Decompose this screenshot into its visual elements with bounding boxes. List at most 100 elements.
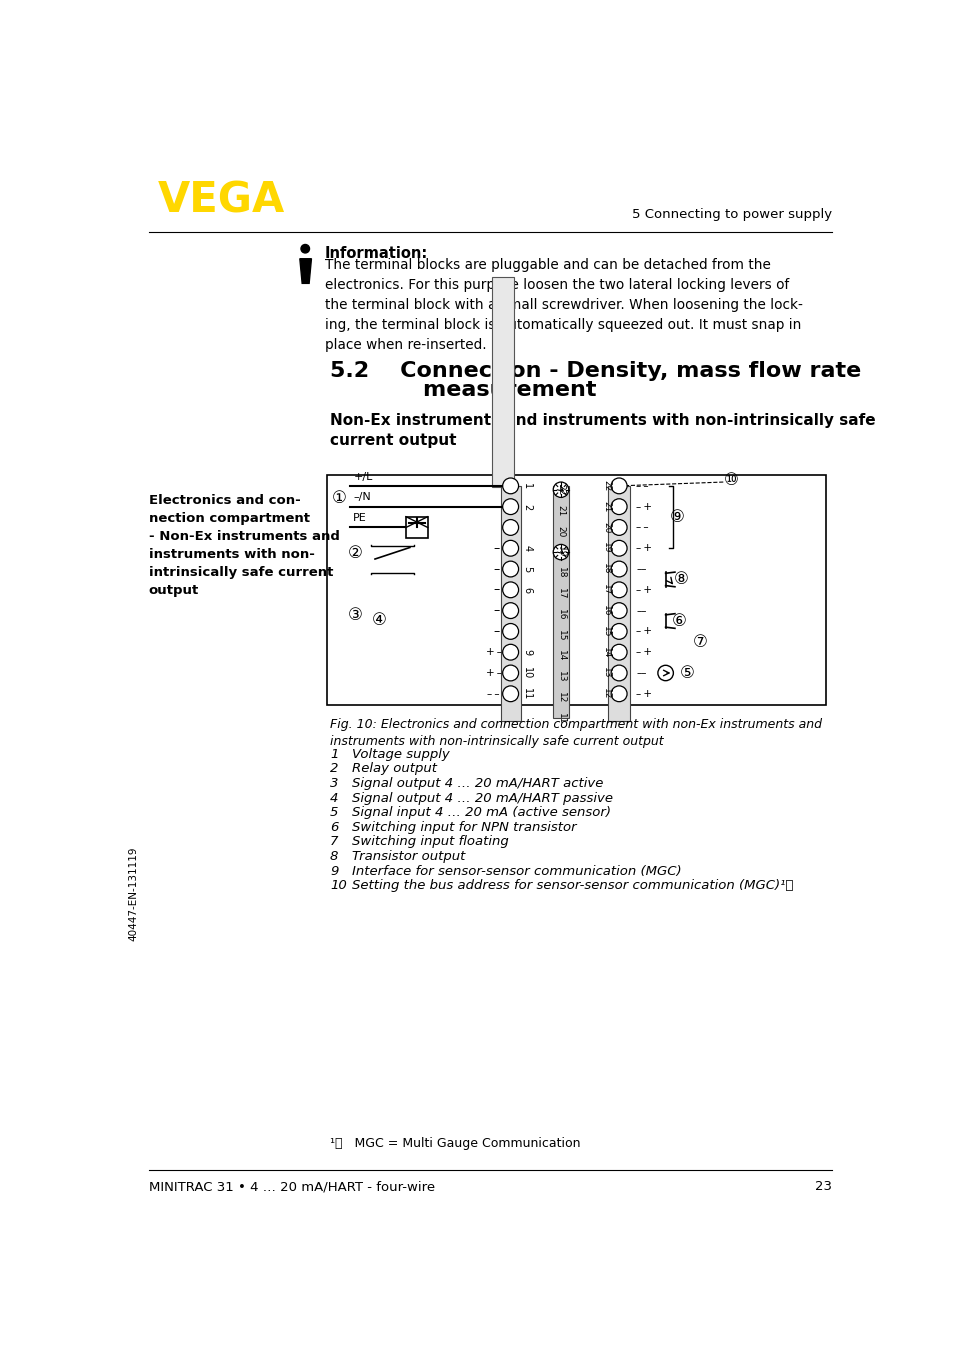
Bar [608, 486, 629, 720]
Text: 4: 4 [521, 546, 532, 551]
Text: Switching input floating: Switching input floating [352, 835, 508, 849]
Circle shape [502, 520, 518, 535]
Text: The terminal blocks are pluggable and can be detached from the
electronics. For : The terminal blocks are pluggable and ca… [324, 259, 801, 352]
Text: – –: – – [487, 689, 499, 699]
Text: 5.2    Connection - Density, mass flow rate: 5.2 Connection - Density, mass flow rate [330, 362, 861, 380]
Text: ③: ③ [348, 607, 363, 624]
Text: –/N: –/N [353, 492, 371, 502]
Text: VEGA: VEGA [158, 180, 285, 222]
Text: 2: 2 [330, 762, 338, 776]
Circle shape [611, 498, 626, 515]
Text: 5 Connecting to power supply: 5 Connecting to power supply [632, 209, 831, 221]
Text: ⑩: ⑩ [723, 471, 739, 489]
Bar [406, 517, 427, 539]
Text: MINITRAC 31 • 4 … 20 mA/HART - four-wire: MINITRAC 31 • 4 … 20 mA/HART - four-wire [149, 1181, 435, 1193]
Text: Interface for sensor-sensor communication (MGC): Interface for sensor-sensor communicatio… [352, 865, 680, 877]
Circle shape [611, 686, 626, 701]
Bar [492, 278, 513, 486]
Circle shape [502, 603, 518, 619]
Text: 6: 6 [521, 586, 532, 593]
Polygon shape [299, 259, 311, 283]
Text: 40447-EN-131119: 40447-EN-131119 [128, 846, 138, 941]
Text: 19: 19 [601, 543, 611, 554]
Text: 13: 13 [601, 668, 611, 678]
Text: 21: 21 [601, 501, 611, 512]
Text: ––: –– [636, 668, 646, 678]
Circle shape [502, 645, 518, 661]
Text: 22: 22 [556, 485, 565, 496]
Circle shape [502, 540, 518, 556]
Text: Information:: Information: [324, 245, 428, 260]
Text: measurement: measurement [330, 379, 596, 399]
Circle shape [502, 561, 518, 577]
Text: – –: – – [636, 523, 648, 532]
Text: 17: 17 [601, 584, 611, 596]
Circle shape [553, 544, 568, 559]
Text: 22: 22 [601, 481, 611, 492]
Text: 21: 21 [556, 505, 565, 516]
Text: –: – [493, 562, 499, 575]
Text: 4: 4 [330, 792, 338, 804]
Text: 11: 11 [556, 712, 565, 724]
Text: 5: 5 [521, 566, 532, 573]
Text: ①: ① [332, 489, 347, 508]
Text: + –: + – [485, 647, 501, 657]
Text: PE: PE [353, 513, 367, 523]
Circle shape [502, 623, 518, 639]
Text: 18: 18 [556, 567, 565, 578]
Text: ②: ② [348, 544, 363, 562]
Circle shape [611, 645, 626, 661]
Text: Signal input 4 … 20 mA (active sensor): Signal input 4 … 20 mA (active sensor) [352, 806, 610, 819]
Text: Electronics and con-
nection compartment
- Non-Ex instruments and
instruments wi: Electronics and con- nection compartment… [149, 494, 339, 597]
Text: Signal output 4 … 20 mA/HART passive: Signal output 4 … 20 mA/HART passive [352, 792, 612, 804]
Circle shape [611, 582, 626, 597]
Text: –: – [493, 584, 499, 596]
Text: 8: 8 [330, 850, 338, 862]
Text: 14: 14 [601, 646, 611, 658]
Text: ⑧: ⑧ [673, 570, 688, 589]
Circle shape [553, 482, 568, 497]
Circle shape [611, 665, 626, 681]
Text: Voltage supply: Voltage supply [352, 747, 449, 761]
Circle shape [611, 478, 626, 494]
Text: ¹⧸   MGC = Multi Gauge Communication: ¹⧸ MGC = Multi Gauge Communication [330, 1136, 580, 1150]
Text: Switching input for NPN transistor: Switching input for NPN transistor [352, 821, 576, 834]
Bar [553, 486, 568, 719]
Text: 9: 9 [521, 649, 532, 655]
Text: 16: 16 [556, 609, 565, 620]
Text: 19: 19 [556, 547, 565, 558]
Circle shape [502, 478, 518, 494]
Circle shape [611, 561, 626, 577]
Text: 11: 11 [521, 688, 532, 700]
Text: – +: – + [636, 689, 652, 699]
Text: 23: 23 [815, 1181, 831, 1193]
Text: 10: 10 [521, 668, 532, 680]
Text: ⑦: ⑦ [692, 632, 707, 651]
Text: 20: 20 [556, 525, 565, 538]
Text: –: – [493, 604, 499, 617]
Text: – +: – + [636, 627, 652, 636]
Text: 9: 9 [330, 865, 338, 877]
Text: 1: 1 [330, 747, 338, 761]
Text: Signal output 4 … 20 mA/HART active: Signal output 4 … 20 mA/HART active [352, 777, 602, 789]
Text: Fig. 10: Electronics and connection compartment with non-Ex instruments and
inst: Fig. 10: Electronics and connection comp… [330, 719, 821, 749]
Text: Non-Ex instruments and instruments with non-intrinsically safe
current output: Non-Ex instruments and instruments with … [330, 413, 875, 448]
Text: 7: 7 [330, 835, 338, 849]
Text: – +: – + [636, 647, 652, 657]
Text: ––: –– [636, 605, 646, 616]
Text: 14: 14 [556, 650, 565, 662]
Text: – +: – + [636, 585, 652, 594]
Text: 10: 10 [330, 879, 347, 892]
Circle shape [301, 245, 309, 253]
Text: 5: 5 [330, 806, 338, 819]
Text: + –: + – [485, 668, 501, 678]
Circle shape [611, 540, 626, 556]
Text: – +: – + [636, 543, 652, 554]
Circle shape [611, 623, 626, 639]
Text: 3: 3 [330, 777, 338, 789]
Text: 15: 15 [556, 630, 565, 640]
Text: 12: 12 [556, 692, 565, 703]
Circle shape [502, 582, 518, 597]
Text: 12: 12 [601, 688, 611, 700]
Text: Transistor output: Transistor output [352, 850, 465, 862]
